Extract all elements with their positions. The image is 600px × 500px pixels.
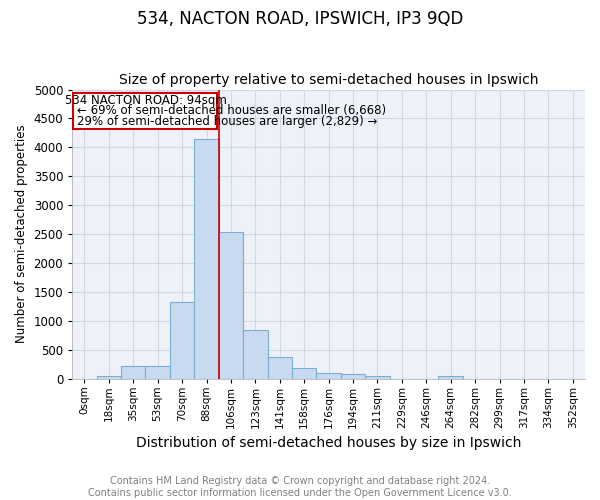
Bar xyxy=(97,376,121,378)
Text: ← 69% of semi-detached houses are smaller (6,668): ← 69% of semi-detached houses are smalle… xyxy=(77,104,386,118)
Bar xyxy=(365,376,389,378)
Text: 534 NACTON ROAD: 94sqm: 534 NACTON ROAD: 94sqm xyxy=(65,94,226,106)
Bar xyxy=(194,138,219,378)
Text: 29% of semi-detached houses are larger (2,829) →: 29% of semi-detached houses are larger (… xyxy=(77,115,377,128)
Bar xyxy=(170,302,194,378)
X-axis label: Distribution of semi-detached houses by size in Ipswich: Distribution of semi-detached houses by … xyxy=(136,436,521,450)
Bar xyxy=(292,368,316,378)
Text: Contains HM Land Registry data © Crown copyright and database right 2024.
Contai: Contains HM Land Registry data © Crown c… xyxy=(88,476,512,498)
Bar xyxy=(145,366,170,378)
Text: 534, NACTON ROAD, IPSWICH, IP3 9QD: 534, NACTON ROAD, IPSWICH, IP3 9QD xyxy=(137,10,463,28)
Bar xyxy=(439,376,463,378)
Bar xyxy=(268,357,292,378)
Bar xyxy=(316,373,341,378)
FancyBboxPatch shape xyxy=(73,93,217,129)
Y-axis label: Number of semi-detached properties: Number of semi-detached properties xyxy=(15,125,28,344)
Title: Size of property relative to semi-detached houses in Ipswich: Size of property relative to semi-detach… xyxy=(119,73,538,87)
Bar xyxy=(341,374,365,378)
Bar xyxy=(121,366,145,378)
Bar xyxy=(243,330,268,378)
Bar xyxy=(219,232,243,378)
